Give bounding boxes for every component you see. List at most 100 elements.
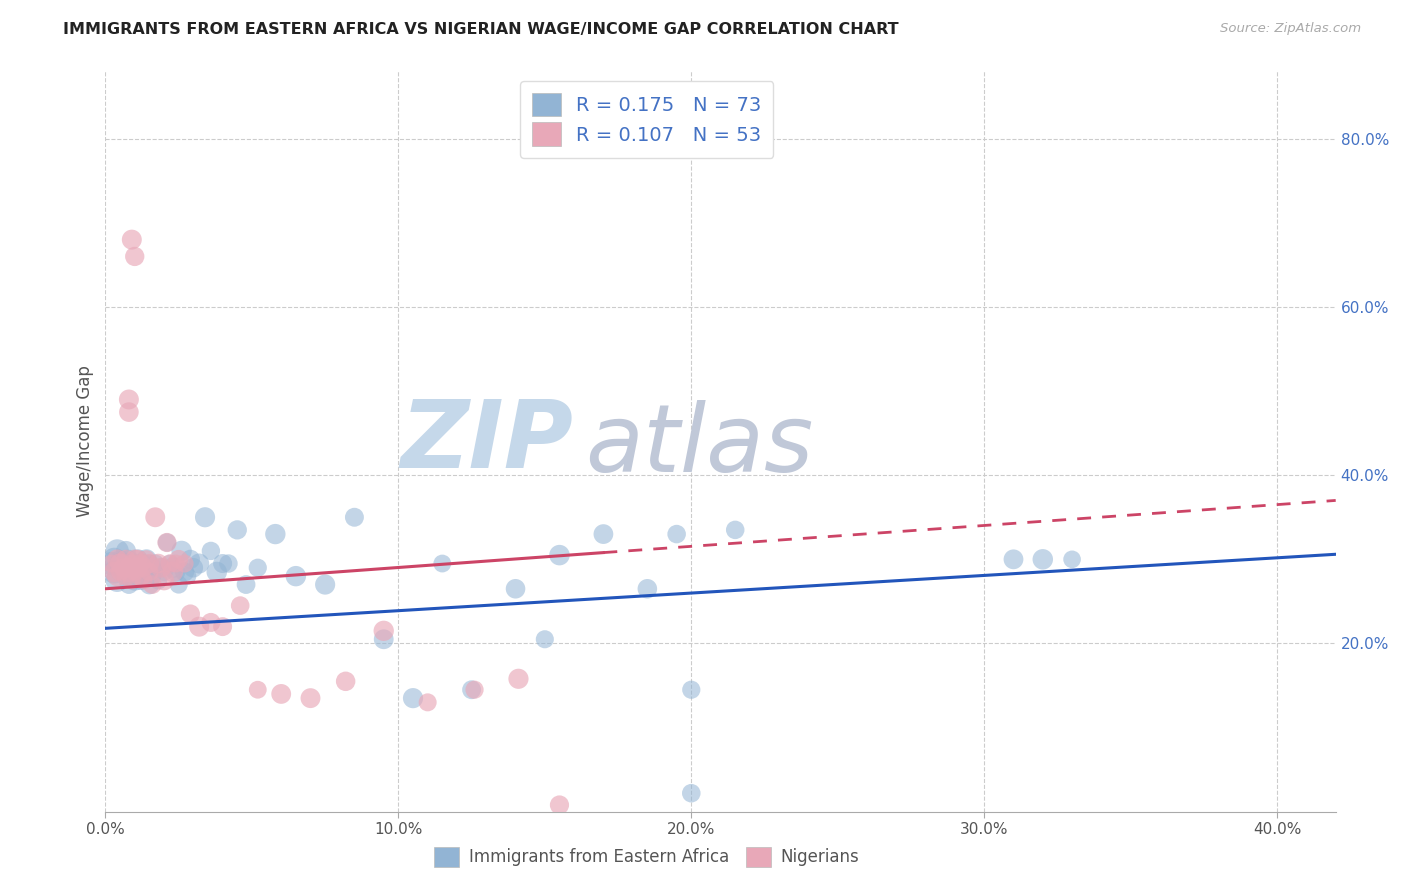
Point	[229, 599, 252, 613]
Point	[127, 552, 149, 566]
Point	[118, 577, 141, 591]
Point	[150, 560, 173, 574]
Point	[167, 552, 190, 566]
Point	[143, 557, 166, 571]
Point	[121, 557, 143, 571]
Point	[132, 560, 155, 574]
Text: Source: ZipAtlas.com: Source: ZipAtlas.com	[1220, 22, 1361, 36]
Point	[112, 557, 135, 571]
Point	[127, 552, 149, 566]
Point	[156, 535, 179, 549]
Point	[264, 527, 287, 541]
Point	[183, 560, 205, 574]
Point	[121, 574, 143, 588]
Point	[167, 577, 190, 591]
Point	[121, 565, 143, 579]
Point	[176, 569, 198, 583]
Point	[100, 557, 122, 571]
Point	[335, 674, 357, 689]
Point	[159, 557, 181, 571]
Point	[173, 557, 195, 571]
Point	[416, 695, 439, 709]
Point	[112, 565, 135, 579]
Point	[138, 557, 160, 571]
Point	[505, 582, 527, 596]
Point	[548, 548, 571, 562]
Point	[246, 682, 269, 697]
Point	[108, 565, 131, 579]
Point	[105, 574, 128, 588]
Point	[464, 682, 486, 697]
Point	[124, 552, 146, 566]
Point	[299, 691, 322, 706]
Point	[159, 557, 181, 571]
Point	[681, 786, 703, 800]
Point	[194, 510, 217, 524]
Point	[200, 615, 222, 630]
Point	[165, 565, 187, 579]
Point	[124, 565, 146, 579]
Point	[105, 569, 128, 583]
Point	[103, 565, 125, 579]
Point	[141, 560, 163, 574]
Legend: Immigrants from Eastern Africa, Nigerians: Immigrants from Eastern Africa, Nigerian…	[427, 840, 866, 874]
Point	[118, 392, 141, 407]
Point	[153, 574, 176, 588]
Point	[132, 557, 155, 571]
Point	[373, 624, 395, 638]
Point	[636, 582, 658, 596]
Point	[121, 233, 143, 247]
Point	[165, 557, 187, 571]
Point	[188, 557, 211, 571]
Point	[179, 607, 201, 621]
Point	[138, 557, 160, 571]
Point	[1062, 552, 1084, 566]
Point	[148, 574, 170, 588]
Point	[179, 552, 201, 566]
Point	[129, 574, 152, 588]
Point	[218, 557, 240, 571]
Point	[681, 682, 703, 697]
Point	[115, 569, 138, 583]
Point	[127, 565, 149, 579]
Point	[1002, 552, 1025, 566]
Point	[138, 577, 160, 591]
Point	[115, 552, 138, 566]
Point	[103, 552, 125, 566]
Point	[170, 544, 193, 558]
Point	[112, 560, 135, 574]
Point	[129, 560, 152, 574]
Point	[118, 565, 141, 579]
Point	[129, 557, 152, 571]
Point	[162, 565, 184, 579]
Point	[270, 687, 292, 701]
Point	[373, 632, 395, 647]
Point	[148, 557, 170, 571]
Point	[460, 682, 482, 697]
Point	[115, 557, 138, 571]
Point	[118, 560, 141, 574]
Point	[132, 574, 155, 588]
Point	[127, 560, 149, 574]
Y-axis label: Wage/Income Gap: Wage/Income Gap	[76, 366, 94, 517]
Point	[508, 672, 530, 686]
Point	[141, 577, 163, 591]
Point	[115, 544, 138, 558]
Point	[105, 552, 128, 566]
Point	[226, 523, 249, 537]
Text: ZIP: ZIP	[401, 395, 574, 488]
Point	[108, 552, 131, 566]
Point	[135, 552, 157, 566]
Text: atlas: atlas	[585, 400, 814, 491]
Point	[188, 619, 211, 633]
Point	[533, 632, 555, 647]
Point	[135, 565, 157, 579]
Point	[115, 569, 138, 583]
Point	[724, 523, 747, 537]
Point	[150, 560, 173, 574]
Point	[138, 565, 160, 579]
Point	[132, 569, 155, 583]
Point	[211, 557, 233, 571]
Point	[129, 569, 152, 583]
Point	[205, 565, 228, 579]
